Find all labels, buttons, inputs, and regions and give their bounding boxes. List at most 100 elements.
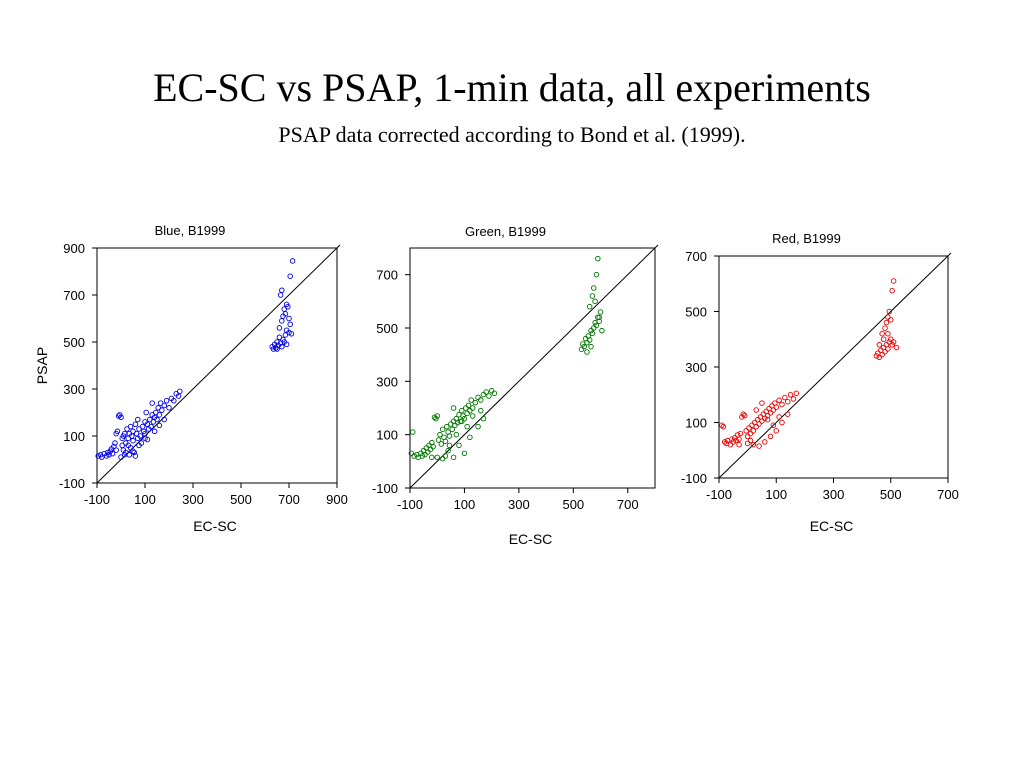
data-point [883,319,890,326]
data-point [287,273,293,279]
data-point [144,436,151,443]
x-tick-label: 300 [508,497,530,512]
page-subtitle: PSAP data corrected according to Bond et… [278,122,746,147]
data-point [736,441,742,448]
data-point [876,354,883,361]
data-point [114,428,121,435]
data-point [118,414,124,420]
data-point [779,419,785,426]
data-point [469,413,476,419]
data-point [739,414,745,420]
x-tick-label: 100 [765,487,787,502]
data-point [756,443,762,449]
data-point [467,434,473,441]
data-point [177,388,183,395]
chart-title: Red, B1999 [772,231,841,246]
data-point [750,441,757,448]
y-tick-label: 900 [63,241,85,256]
scatter-plot-1: -100 100 300 500 700 900 -100 100 300 500 700 900 Bl… [34,223,348,534]
data-point [890,278,897,284]
data-point [584,339,590,346]
data-point [744,440,751,447]
data-point [784,398,791,405]
x-tick-label: 700 [617,497,639,512]
data-point [109,450,116,457]
data-point [719,422,725,429]
data-point [149,400,155,406]
data-point [450,405,457,411]
data-point [589,330,596,337]
data-point [475,394,481,401]
data-point [130,437,136,444]
data-point [279,287,285,294]
data-point [450,454,457,461]
data-point [885,330,891,337]
data-point [156,412,163,418]
data-point [148,423,154,430]
data-point [764,416,771,423]
y-tick-label: 700 [685,249,707,264]
data-point [747,437,754,444]
data-point [753,423,759,430]
y-tick-label: 300 [376,374,398,389]
data-point [762,415,768,422]
data-point [113,447,119,453]
x-tick-label: 500 [562,497,584,512]
data-point [762,439,768,445]
data-point [890,339,897,345]
data-point [132,421,139,428]
data-point [171,398,177,404]
data-point [787,392,794,398]
data-point [721,439,728,445]
data-point [759,400,765,406]
data-point [126,452,133,458]
data-point [597,309,604,315]
x-tick-label: 500 [230,492,252,507]
data-point [589,293,596,299]
data-point [137,433,143,439]
scatter-plot-2: -100 100 300 500 700 -100 100 300 500 700 Green, B… [372,224,659,547]
y-tick-label: -100 [681,471,707,486]
data-point [130,448,136,455]
x-tick-label: -100 [397,497,423,512]
data-point [593,271,600,278]
data-point [429,454,435,461]
data-point [464,423,470,430]
data-point [488,387,495,394]
x-tick-label: -100 [706,487,732,502]
data-point [888,336,894,343]
x-axis-label: EC-SC [509,531,553,547]
data-point [578,346,585,353]
data-point [784,411,791,417]
data-point [456,442,462,449]
data-point [743,428,749,434]
data-point [767,410,774,416]
plot-frame [409,247,656,489]
data-point [756,421,762,427]
data-point [449,426,455,433]
data-point [790,396,797,402]
data-point [154,416,160,423]
y-tick-label: 300 [63,382,85,397]
data-point [767,433,774,440]
y-tick-label: 500 [63,335,85,350]
data-point [782,394,788,401]
data-point [596,314,602,321]
data-point [431,414,438,421]
data-point [596,318,602,325]
data-point [773,428,780,434]
x-tick-label: 700 [278,492,300,507]
scatter-plot-3: -100 100 300 500 700 -100 100 300 500 700 Red, B19… [681,231,959,534]
y-tick-label: -100 [372,481,398,496]
y-tick-label: 500 [685,305,707,320]
data-point [885,346,891,352]
data-point [279,343,285,350]
data-point [435,437,442,443]
data-point [478,407,484,414]
data-point [288,331,295,337]
data-point [592,298,598,305]
data-point [112,440,118,446]
data-point [770,422,777,429]
data-point [127,423,134,430]
data-point [139,423,146,430]
